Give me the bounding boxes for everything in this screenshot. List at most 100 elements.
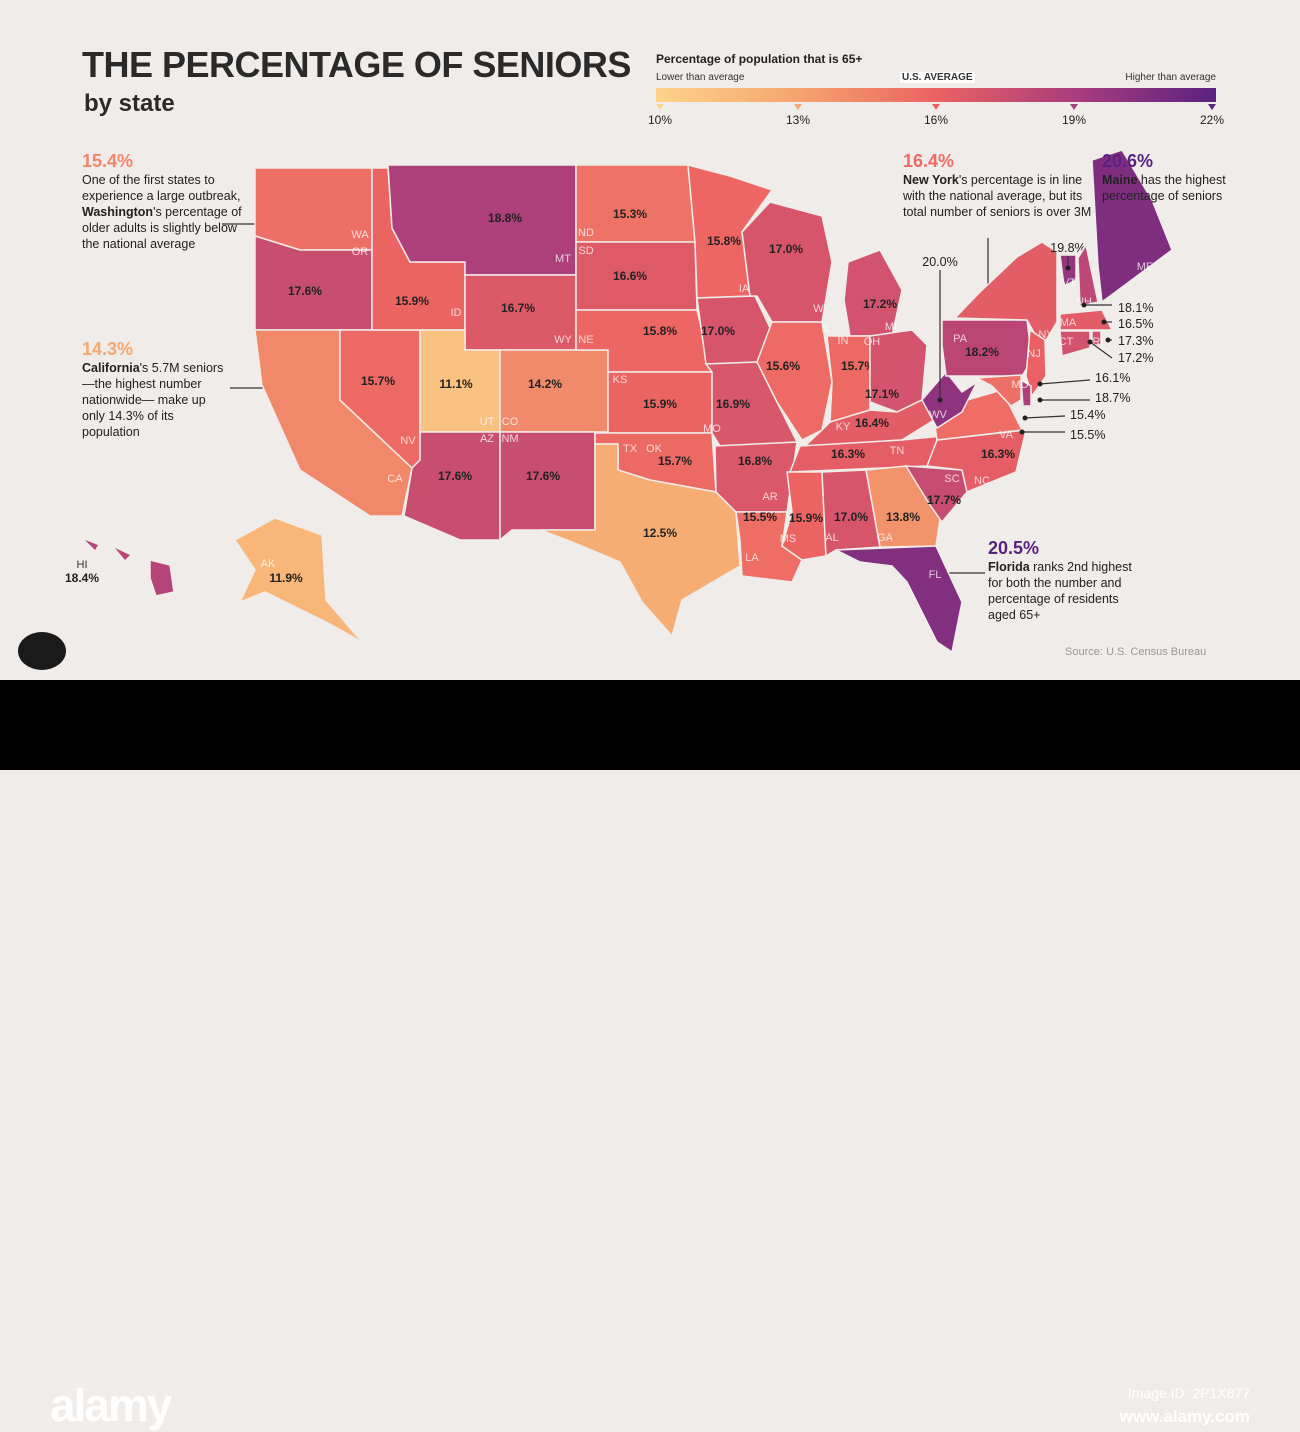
state-value-md: 15.4% [1070, 408, 1105, 422]
callout-pct: 20.5% [988, 538, 1040, 558]
state-value-ma: 16.5% [1118, 317, 1153, 331]
state-ny [953, 241, 1058, 349]
leader-dot [1065, 265, 1071, 271]
state-abbr-ct: CT [1059, 336, 1074, 348]
legend-tick-label: 16% [923, 113, 949, 127]
callout-pct: 14.3% [82, 339, 134, 359]
state-abbr-tn: TN [890, 445, 905, 457]
state-abbr-il: IL [821, 323, 830, 335]
state-abbr-ne: NE [578, 334, 593, 346]
state-abbr-hi: HI [77, 559, 88, 571]
state-abbr-al: AL [825, 532, 838, 544]
state-il [756, 321, 833, 441]
state-ct [1059, 330, 1091, 357]
state-abbr-nm: NM [501, 433, 518, 445]
callout-text: 's percentage is in line with the nation… [903, 173, 1092, 219]
state-value-ak: 11.9% [269, 571, 303, 585]
state-fl [835, 545, 963, 654]
us-map: WA OR 17.6% CA NV 15.7% ID 15.9% MT 18.8% WY 16.7% U… [65, 149, 1173, 654]
state-abbr-vt: VT [1062, 277, 1076, 289]
state-value-nm: 17.6% [526, 469, 560, 483]
state-value-al: 17.0% [834, 510, 868, 524]
state-abbr-ms: MS [780, 533, 797, 545]
callout-bold: California [82, 361, 140, 375]
state-ak [233, 517, 363, 643]
legend-tick-marker [794, 104, 802, 110]
state-hi [149, 559, 175, 597]
state-value-oh: 17.1% [865, 387, 899, 401]
state-abbr-mi: MI [885, 321, 897, 333]
state-value-tx: 12.5% [643, 526, 677, 540]
state-abbr-md: MD [1011, 379, 1028, 391]
state-me [1091, 149, 1173, 304]
publisher-logo-icon [18, 632, 66, 670]
state-value-il: 15.6% [766, 359, 800, 373]
state-value-co: 14.2% [528, 377, 562, 391]
leader-line [1039, 379, 1091, 385]
state-abbr-ma: MA [1060, 317, 1077, 329]
state-tx [539, 443, 741, 638]
watermark-footer: alamy Image ID: 2P1X877 www.alamy.com [0, 680, 1300, 1431]
state-value-ct: 17.2% [1118, 351, 1153, 365]
state-abbr-ok: OK [646, 443, 663, 455]
callout-bold: New York [903, 173, 959, 187]
state-value-wi: 17.0% [769, 242, 803, 256]
state-abbr-wa: WA [351, 229, 369, 241]
legend-tick-label: 19% [1061, 113, 1087, 127]
state-value-nv: 15.7% [361, 374, 395, 388]
leader-dot [1101, 319, 1107, 325]
legend-tick-marker [932, 104, 940, 110]
state-abbr-tx: TX [623, 443, 638, 455]
legend-tick-label: 13% [785, 113, 811, 127]
alamy-logo: alamy [50, 1379, 172, 1431]
state-abbr-az: AZ [480, 433, 494, 445]
leader-line [1089, 341, 1113, 359]
state-abbr-pa: PA [953, 333, 968, 345]
state-abbr-ga: GA [877, 532, 894, 544]
callout-text: 's percentage of older adults is slightl… [82, 205, 242, 251]
state-md [974, 374, 1022, 407]
callout-pct: 20.6% [1102, 151, 1154, 171]
callout-bold: Maine [1102, 173, 1138, 187]
leader-dot [1022, 415, 1028, 421]
state-nh [1077, 243, 1099, 307]
callout-text: One of the first states to experience a … [82, 173, 241, 203]
state-de [1020, 378, 1032, 407]
state-ma [1059, 309, 1114, 331]
state-abbr-or: OR [352, 246, 369, 258]
state-value-pa: 18.2% [965, 345, 999, 359]
state-value-az: 17.6% [438, 469, 472, 483]
state-abbr-wy: WY [554, 334, 572, 346]
callout-text: 's 5.7M seniors—the highest number natio… [82, 361, 224, 439]
state-value-mt: 18.8% [488, 211, 522, 225]
legend-tick-marker [656, 104, 664, 110]
state-abbr-ri: RI [1093, 336, 1104, 348]
state-abbr-co: CO [502, 416, 519, 428]
state-abbr-sd: SD [578, 245, 593, 257]
state-value-hi: 18.4% [65, 571, 99, 585]
callout-bold: Florida [988, 560, 1030, 574]
callout-california: 14.3% California's 5.7M seniors—the high… [82, 338, 227, 440]
state-value-ri: 17.3% [1118, 334, 1153, 348]
state-value-ia: 17.0% [701, 324, 735, 338]
legend-title: Percentage of population that is 65+ [656, 52, 863, 66]
site-url: www.alamy.com [1119, 1407, 1250, 1426]
state-value-mo: 16.9% [716, 397, 750, 411]
state-abbr-fl: FL [929, 569, 942, 581]
callout-washington: 15.4% One of the first states to experie… [82, 150, 242, 252]
state-abbr-wi: WI [813, 303, 826, 315]
state-hi-island [85, 540, 98, 550]
state-value-ky: 16.4% [855, 416, 889, 430]
state-value-nj: 16.1% [1095, 371, 1130, 385]
state-nm [499, 431, 596, 542]
state-value-wv: 20.0% [922, 255, 957, 269]
state-abbr-ia: IA [739, 283, 750, 295]
state-hi-island [115, 548, 130, 560]
page-subtitle: by state [84, 90, 175, 117]
legend-tick-marker [1070, 104, 1078, 110]
state-value-wy: 16.7% [501, 301, 535, 315]
state-in [826, 335, 871, 424]
image-id: Image ID: 2P1X877 [1127, 1385, 1250, 1401]
state-ri [1091, 330, 1102, 346]
legend-tick-label: 22% [1199, 113, 1225, 127]
